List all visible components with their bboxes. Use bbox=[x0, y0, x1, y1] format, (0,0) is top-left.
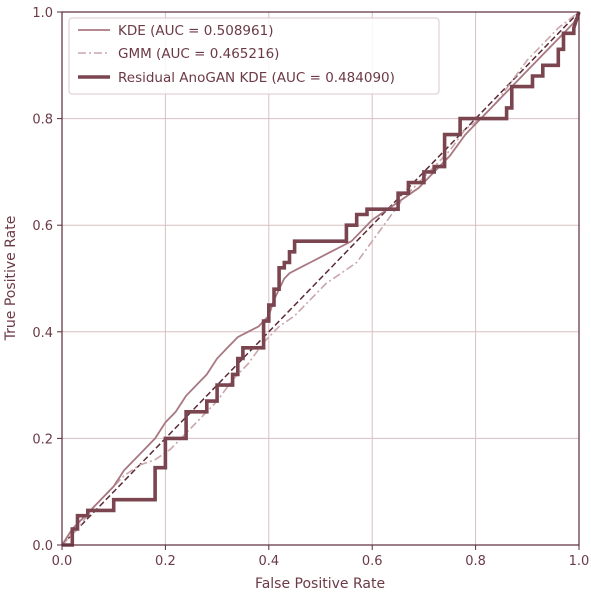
x-tick-label: 0.6 bbox=[362, 554, 383, 569]
legend-label-kde: KDE (AUC = 0.508961) bbox=[118, 23, 273, 39]
legend-box bbox=[68, 17, 440, 95]
y-axis-title: True Positive Rate bbox=[3, 216, 19, 342]
legend: KDE (AUC = 0.508961) GMM (AUC = 0.465216… bbox=[68, 17, 440, 95]
diagonal-reference-line bbox=[61, 11, 580, 546]
y-axis-ticks: 0.0 0.2 0.4 0.6 0.8 1.0 bbox=[32, 6, 62, 554]
x-tick-label: 0.0 bbox=[52, 554, 73, 569]
x-tick-label: 0.2 bbox=[155, 554, 176, 569]
x-tick-label: 0.4 bbox=[258, 554, 279, 569]
legend-label-gmm: GMM (AUC = 0.465216) bbox=[118, 46, 279, 62]
x-tick-label: 1.0 bbox=[569, 554, 590, 569]
plot-frame bbox=[61, 11, 580, 546]
y-tick-label: 0.8 bbox=[32, 113, 53, 128]
y-tick-label: 0.2 bbox=[32, 432, 53, 447]
x-axis-title: False Positive Rate bbox=[255, 576, 385, 592]
y-tick-label: 0.6 bbox=[32, 219, 53, 234]
legend-label-residual-anogan-kde: Residual AnoGAN KDE (AUC = 0.484090) bbox=[118, 70, 395, 86]
series-line-0 bbox=[61, 11, 580, 546]
series-layer bbox=[61, 11, 581, 547]
x-tick-label: 0.8 bbox=[465, 554, 486, 569]
x-axis-ticks: 0.0 0.2 0.4 0.6 0.8 1.0 bbox=[52, 545, 590, 569]
y-tick-label: 0.0 bbox=[32, 539, 53, 554]
y-tick-label: 1.0 bbox=[32, 6, 53, 21]
y-tick-label: 0.4 bbox=[32, 326, 53, 341]
series-line-2 bbox=[62, 11, 581, 547]
